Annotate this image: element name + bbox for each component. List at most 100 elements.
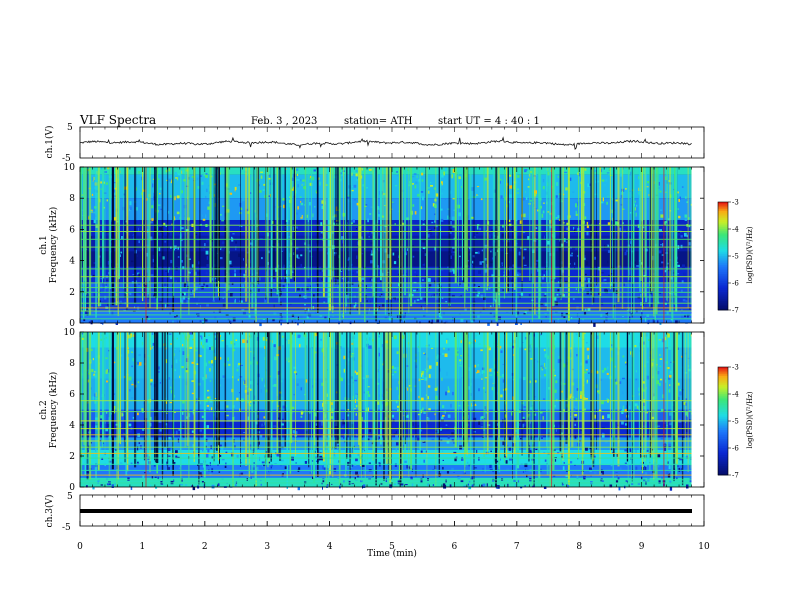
colorbar-swatch	[718, 234, 728, 237]
spectrogram-cell	[367, 438, 370, 441]
spectrogram-cell	[205, 339, 208, 343]
spectrogram-cell	[260, 389, 262, 393]
spectrogram-cell	[168, 455, 171, 457]
spectrogram-cell	[137, 381, 140, 384]
spectrogram-cell	[624, 462, 627, 465]
spectrogram-cell	[619, 381, 622, 384]
spectrogram-cell	[165, 224, 167, 227]
spectrogram-cell	[263, 416, 266, 419]
sferic-streak	[435, 167, 437, 322]
spectrogram-cell	[423, 459, 425, 463]
sferic-streak	[111, 167, 114, 306]
spectrogram-cell	[155, 486, 158, 489]
sferic-streak	[495, 167, 498, 293]
spectrogram-cell	[554, 389, 557, 393]
start-ut-label: start UT = 4 : 40 : 1	[438, 116, 540, 127]
spectrogram-cell	[427, 396, 429, 400]
spectrogram-cell	[197, 464, 199, 466]
sferic-streak	[559, 167, 562, 288]
spectrogram-cell	[351, 424, 354, 428]
spectrogram-cell	[391, 374, 394, 376]
spectrogram-cell	[558, 424, 561, 429]
spectrogram-cell	[572, 191, 575, 193]
spectrogram-cell	[548, 387, 551, 390]
spectrogram-cell	[540, 365, 544, 367]
spectrogram-cell	[231, 236, 233, 239]
spectrogram-cell	[442, 312, 445, 315]
spectrogram-cell	[417, 345, 419, 349]
spectrogram-cell	[129, 293, 132, 296]
spectrogram-cell	[441, 268, 444, 272]
spectrogram-cell	[661, 338, 665, 343]
sferic-streak	[361, 332, 362, 482]
sferic-streak	[609, 167, 611, 290]
spectrogram-cell	[302, 337, 304, 339]
ch1-colorbar: -3-4-5-6-7	[717, 199, 739, 315]
spectrogram-cell	[91, 348, 93, 352]
sferic-streak	[467, 332, 468, 456]
frequency-tick-label: 4	[69, 257, 75, 267]
sferic-streak	[149, 332, 151, 473]
spectrogram-cell	[181, 227, 184, 230]
spectrogram-cell	[476, 289, 480, 293]
sferic-streak	[578, 332, 580, 458]
sferic-streak	[690, 167, 692, 305]
narrowband-line	[80, 446, 692, 448]
spectrogram-cell	[264, 298, 267, 303]
sferic-streak	[267, 167, 269, 304]
spectrogram-cell	[583, 477, 586, 480]
sferic-streak	[97, 332, 100, 471]
spectrogram-cell	[504, 415, 507, 418]
colorbar-swatch	[718, 261, 728, 264]
frequency-tick-label: 10	[64, 328, 76, 338]
spectrogram-cell	[222, 303, 226, 307]
spectrogram-cell	[291, 271, 294, 273]
colorbar-swatch	[718, 368, 728, 371]
spectrogram-cell	[431, 221, 434, 224]
spectrogram-cell	[396, 386, 398, 391]
spectrogram-cell	[162, 206, 165, 211]
spectrogram-cell	[615, 472, 618, 474]
spectrogram-cell	[101, 297, 104, 301]
spectrogram-cell	[167, 447, 171, 451]
colorbar-swatch	[718, 207, 728, 210]
spectrogram-cell	[376, 319, 380, 324]
sferic-streak	[102, 167, 105, 279]
spectrogram-cell	[496, 460, 499, 463]
spectrogram-cell	[416, 274, 418, 278]
strong-sferic	[551, 167, 553, 323]
spectrogram-cell	[594, 414, 596, 419]
spectrogram-cell	[457, 477, 461, 480]
sferic-streak	[507, 167, 509, 292]
spectrogram-cell	[177, 456, 180, 459]
sferic-streak	[109, 332, 111, 454]
spectrogram-cell	[204, 319, 208, 322]
spectrogram-cell	[440, 427, 442, 431]
spectrogram-cell	[517, 273, 520, 276]
spectrogram-cell	[418, 395, 420, 399]
spectrogram-cell	[189, 332, 192, 335]
colorbar-swatch	[718, 428, 728, 431]
spectrogram-cell	[355, 393, 358, 395]
sferic-streak	[253, 332, 255, 453]
spectrogram-cell	[574, 262, 576, 265]
sferic-streak	[350, 332, 352, 469]
spectrogram-cell	[242, 311, 246, 315]
sferic-streak	[311, 332, 312, 474]
spectrogram-cell	[139, 466, 142, 469]
spectrogram-cell	[379, 460, 383, 465]
spectrogram-cell	[600, 168, 602, 173]
spectrogram-cell	[677, 261, 679, 264]
sferic-streak	[631, 332, 633, 478]
spectrogram-cell	[294, 431, 298, 435]
spectrogram-cell	[202, 377, 204, 381]
spectrogram-cell	[580, 362, 582, 366]
sferic-streak	[404, 332, 406, 445]
spectrogram-cell	[541, 276, 545, 280]
sferic-streak	[380, 167, 382, 281]
sferic-streak	[458, 332, 459, 451]
spectrogram-cell	[634, 200, 636, 203]
spectrogram-cell	[411, 482, 414, 487]
spectrogram-cell	[128, 376, 132, 381]
spectrogram-cell	[523, 248, 527, 251]
